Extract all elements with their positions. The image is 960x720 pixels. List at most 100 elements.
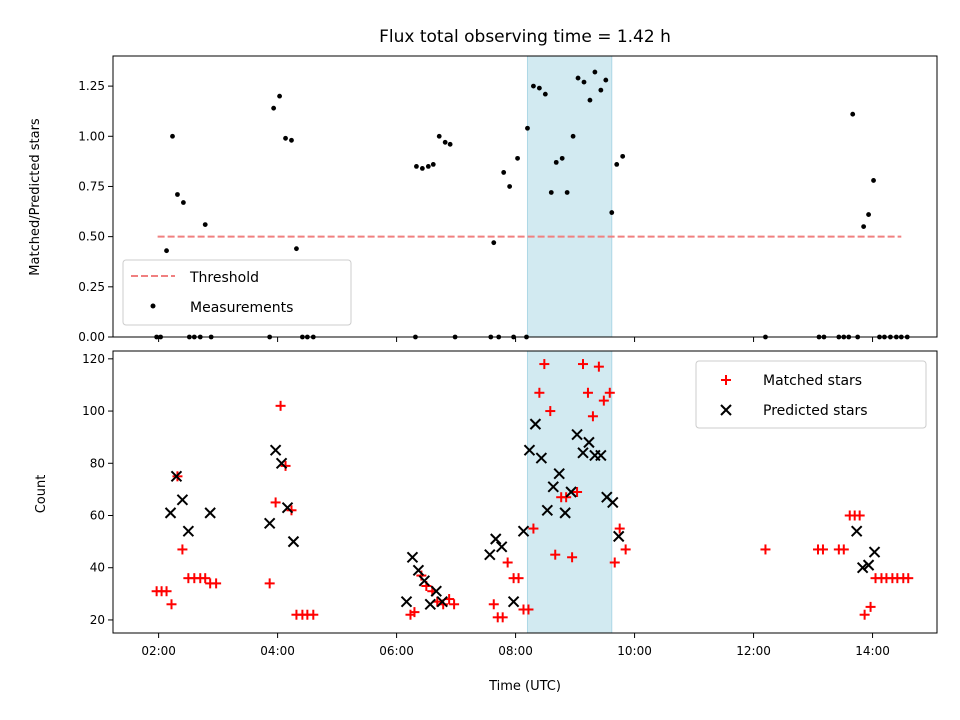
predicted-star-point — [541, 504, 554, 516]
matched-star-point — [572, 487, 583, 497]
predicted-star-point — [484, 548, 496, 561]
predicted-star-point — [263, 517, 276, 530]
bottom-y-tick-label: 40 — [90, 561, 105, 575]
measurement-point — [436, 133, 442, 139]
predicted-star-point — [436, 595, 448, 608]
top-y-tick-label: 1.25 — [78, 79, 105, 93]
predicted-star-point — [517, 525, 530, 537]
measurement-point — [598, 87, 604, 93]
matched-star-point — [177, 544, 188, 555]
measurement-point — [609, 210, 615, 215]
measurement-point — [164, 248, 169, 254]
top-highlight-span — [526, 55, 613, 338]
x-tick-label: 08:00 — [498, 644, 533, 658]
predicted-star-point — [595, 449, 607, 462]
predicted-star-point — [535, 452, 548, 464]
predicted-star-point — [612, 530, 625, 543]
matched-star-point — [523, 604, 534, 615]
matched-star-point — [534, 387, 545, 398]
matched-star-point — [582, 387, 593, 398]
predicted-star-point — [607, 496, 619, 509]
measurement-point — [866, 212, 871, 217]
measurement-point — [430, 161, 436, 167]
matched-star-point — [609, 557, 620, 568]
predicted-star-point — [400, 595, 413, 608]
matched-star-point — [567, 552, 578, 563]
predicted-star-point — [170, 470, 183, 483]
x-tick-label: 14:00 — [855, 644, 890, 658]
measurement-point — [525, 125, 530, 131]
x-tick-label: 12:00 — [736, 644, 771, 658]
predicted-star-point — [565, 486, 577, 498]
matched-star-point — [200, 573, 211, 584]
measurement-point — [581, 79, 587, 85]
predicted-star-point — [164, 507, 177, 519]
top-y-tick-label: 1.00 — [78, 129, 105, 143]
measurement-point — [507, 184, 513, 189]
top-y-tick-label: 0.50 — [78, 230, 105, 244]
predicted-star-point — [275, 457, 288, 469]
matched-star-point — [166, 599, 177, 610]
bottom-legend-box — [695, 360, 927, 429]
matched-star-point — [550, 549, 561, 560]
matched-star-point — [561, 492, 572, 503]
matched-star-point — [161, 586, 172, 597]
legend-predicted-label: Predicted stars — [763, 403, 868, 419]
measurement-point — [531, 83, 536, 89]
measurement-point — [419, 166, 425, 171]
legend-threshold-label: Threshold — [189, 270, 259, 286]
matched-star-point — [578, 359, 589, 370]
measurement-point — [447, 141, 453, 147]
matched-star-point — [760, 544, 771, 555]
legend-matched-label: Matched stars — [763, 373, 862, 389]
predicted-star-point — [182, 525, 195, 537]
matched-star-point — [488, 599, 499, 610]
predicted-star-point — [490, 533, 502, 545]
measurement-point — [515, 155, 520, 161]
bottom-plot-frame — [112, 350, 938, 634]
predicted-star-point — [418, 575, 431, 587]
measurement-point — [170, 133, 175, 139]
measurement-point — [542, 91, 548, 97]
matched-star-point — [502, 557, 513, 568]
matched-star-point — [211, 578, 222, 589]
predicted-star-point — [571, 428, 583, 441]
measurement-point — [587, 97, 593, 103]
bottom-y-axis-label: Count — [34, 475, 49, 514]
matched-star-point — [614, 523, 625, 534]
matched-star-point — [903, 573, 914, 584]
matched-star-point — [817, 544, 828, 555]
matched-star-point — [264, 578, 275, 589]
legend-matched-swatch — [721, 375, 731, 385]
measurement-point — [536, 85, 542, 91]
bottom-y-tick-label: 120 — [82, 352, 105, 366]
measurement-point — [271, 105, 277, 111]
measurement-point — [294, 246, 299, 252]
predicted-star-point — [507, 595, 520, 608]
predicted-star-point — [547, 481, 559, 493]
predicted-star-point — [559, 507, 571, 519]
measurement-point — [614, 161, 620, 167]
measurement-point — [553, 159, 559, 165]
bottom-highlight-span — [526, 350, 613, 634]
matched-star-point — [449, 599, 460, 610]
matched-star-point — [587, 411, 598, 422]
matched-star-point — [598, 395, 609, 406]
top-legend: Threshold Measurements — [122, 259, 352, 326]
matched-star-point — [528, 523, 539, 534]
matched-star-point — [409, 607, 420, 618]
measurement-point — [850, 111, 856, 117]
predicted-star-point — [281, 501, 294, 514]
matched-star-point — [270, 497, 281, 508]
measurement-point — [202, 222, 208, 228]
matched-star-point — [859, 609, 870, 620]
legend-measurements-swatch — [150, 303, 156, 309]
measurement-point — [861, 224, 867, 230]
measurement-point — [559, 155, 565, 161]
predicted-star-point — [862, 559, 875, 571]
matched-star-point — [545, 406, 556, 417]
measurement-point — [570, 133, 576, 139]
bottom-y-tick-label: 80 — [90, 456, 105, 470]
measurement-point — [592, 69, 598, 75]
